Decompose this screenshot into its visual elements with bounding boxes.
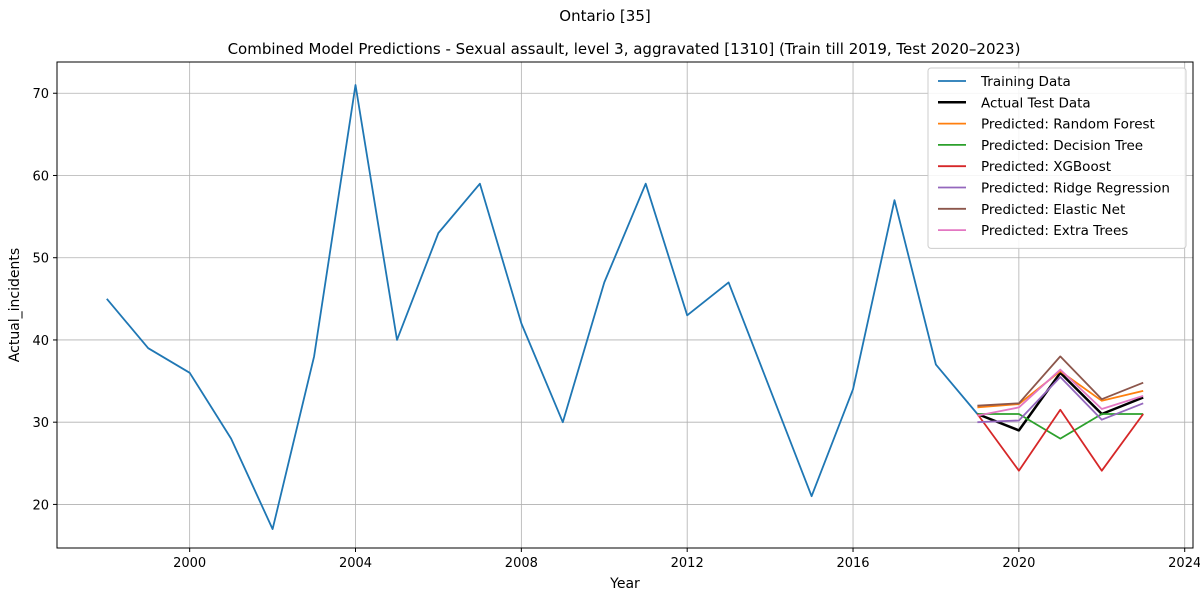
x-tick-label: 2012 [671, 556, 704, 571]
series-line-actual-test-data [976, 371, 1144, 432]
y-tick-label: 20 [32, 498, 49, 513]
series-line-predicted-elastic-net [977, 355, 1144, 407]
series-line-predicted-ridge-regression [977, 376, 1144, 424]
x-tick-label: 2024 [1168, 556, 1200, 571]
x-tick-label: 2000 [173, 556, 206, 571]
y-axis-label: Actual_incidents [7, 248, 23, 362]
series-line-training-data [106, 84, 979, 530]
axes-frame [56, 61, 1194, 549]
y-tick-label: 70 [32, 87, 49, 102]
legend-label: Training Data [980, 74, 1071, 90]
legend-label: Predicted: Extra Trees [981, 223, 1128, 239]
plot-series [106, 84, 1144, 530]
legend: Training Data Actual Test Data Predicted: … [927, 67, 1187, 249]
y-tick-label: 60 [32, 169, 49, 184]
x-tick-label: 2020 [1002, 556, 1035, 571]
axis-ticks: 2000 2004 2008 2012 2016 2020 2024 20 30 40 50 60 70 [32, 87, 1200, 571]
legend-label: Predicted: Ridge Regression [981, 181, 1170, 197]
x-tick-label: 2004 [339, 556, 372, 571]
grid-lines [57, 62, 1193, 548]
figure-suptitle: Ontario [35] [559, 7, 650, 25]
y-tick-label: 40 [32, 334, 49, 349]
legend-label: Actual Test Data [981, 95, 1091, 111]
y-tick-label: 50 [32, 252, 49, 267]
chart-title: Combined Model Predictions - Sexual assa… [228, 40, 1021, 58]
legend-label: Predicted: XGBoost [981, 159, 1111, 175]
legend-label: Predicted: Random Forest [981, 117, 1155, 133]
series-line-predicted-extra-trees [977, 368, 1144, 417]
legend-label: Predicted: Decision Tree [981, 138, 1143, 154]
x-axis-label: Year [609, 576, 640, 592]
y-tick-label: 30 [32, 416, 49, 431]
series-line-predicted-random-forest [977, 370, 1144, 409]
legend-label: Predicted: Elastic Net [981, 202, 1125, 218]
x-tick-label: 2016 [836, 556, 869, 571]
legend-box [927, 67, 1187, 249]
series-line-predicted-xgboost [976, 408, 1144, 472]
x-tick-label: 2008 [505, 556, 538, 571]
